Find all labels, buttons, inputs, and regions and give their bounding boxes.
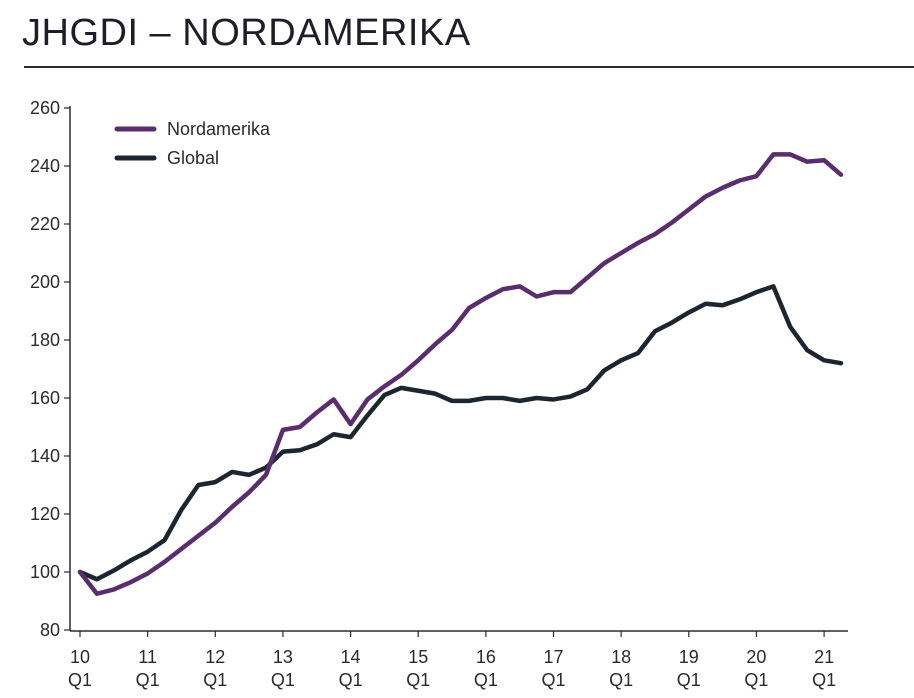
x-tick-year: 13 xyxy=(273,647,293,667)
y-tick-label: 180 xyxy=(30,330,60,350)
x-tick-year: 14 xyxy=(341,647,361,667)
x-tick-year: 15 xyxy=(408,647,428,667)
title-divider xyxy=(24,66,914,68)
y-tick-label: 160 xyxy=(30,388,60,408)
legend: Nordamerika Global xyxy=(114,119,271,168)
x-tick-quarter: Q1 xyxy=(68,670,92,690)
y-tick-label: 260 xyxy=(30,98,60,118)
x-tick-quarter: Q1 xyxy=(203,670,227,690)
x-tick-year: 10 xyxy=(70,647,90,667)
x-tick-quarter: Q1 xyxy=(271,670,295,690)
x-tick-quarter: Q1 xyxy=(339,670,363,690)
y-tick-label: 220 xyxy=(30,214,60,234)
x-tick-quarter: Q1 xyxy=(609,670,633,690)
legend-label-global: Global xyxy=(167,148,219,168)
y-axis-ticks: 80 100 120 140 160 180 200 220 240 260 xyxy=(30,98,70,640)
x-tick-quarter: Q1 xyxy=(744,670,768,690)
x-tick-year: 20 xyxy=(746,647,766,667)
x-tick-quarter: Q1 xyxy=(474,670,498,690)
x-tick-quarter: Q1 xyxy=(136,670,160,690)
series-line-global xyxy=(77,284,844,582)
x-tick-year: 19 xyxy=(679,647,699,667)
x-axis-ticks: 10 Q1 11 Q1 12 Q1 13 Q1 14 Q1 15 Q1 16 Q1 17 Q1 18 Q1 19 Q1… xyxy=(68,631,836,690)
x-tick-year: 21 xyxy=(814,647,834,667)
series-line-nordamerika xyxy=(77,152,844,596)
x-tick-quarter: Q1 xyxy=(406,670,430,690)
page-title: JHGDI – NORDAMERIKA xyxy=(22,12,471,54)
x-tick-quarter: Q1 xyxy=(677,670,701,690)
x-tick-quarter: Q1 xyxy=(542,670,566,690)
x-tick-year: 16 xyxy=(476,647,496,667)
y-tick-label: 100 xyxy=(30,562,60,582)
x-tick-year: 12 xyxy=(205,647,225,667)
y-tick-label: 80 xyxy=(40,620,60,640)
y-tick-label: 120 xyxy=(30,504,60,524)
x-tick-year: 18 xyxy=(611,647,631,667)
y-tick-label: 140 xyxy=(30,446,60,466)
series-layer xyxy=(77,152,844,596)
legend-label-nordamerika: Nordamerika xyxy=(167,119,271,139)
x-tick-quarter: Q1 xyxy=(812,670,836,690)
x-tick-year: 17 xyxy=(543,647,563,667)
chart-axes xyxy=(69,106,848,632)
y-tick-label: 200 xyxy=(30,272,60,292)
x-tick-year: 11 xyxy=(138,647,157,667)
y-tick-label: 240 xyxy=(30,156,60,176)
